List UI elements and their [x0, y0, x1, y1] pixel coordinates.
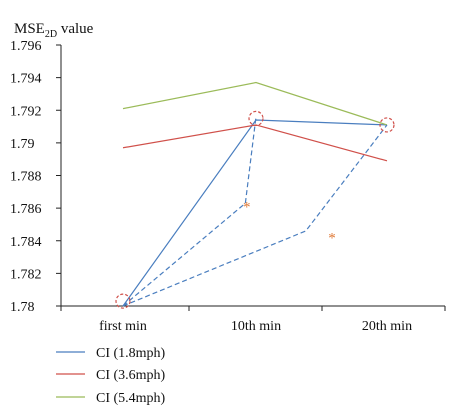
y-tick-label: 1.788 [10, 170, 42, 185]
y-tick-label: 1.792 [10, 104, 42, 119]
x-tick-label: 20th min [362, 319, 412, 334]
axes [60, 45, 445, 307]
significance-link [122, 124, 388, 307]
x-ticks: first min 10th min 20th min [60, 306, 446, 334]
series-line [122, 81, 388, 126]
y-tick-label: 1.79 [10, 137, 35, 152]
legend-label: CI (1.8mph) [96, 346, 166, 361]
y-tick-label: 1.786 [10, 202, 42, 217]
y-tick-label: 1.794 [10, 72, 42, 87]
y-ticks: 1.796 1.794 1.792 1.79 1.788 1.786 1.784 1.782 1… [10, 39, 61, 315]
x-tick-label: first min [99, 319, 147, 334]
significance-circle [379, 117, 395, 133]
y-tick-label: 1.796 [10, 39, 42, 54]
significance-circle [248, 110, 264, 127]
y-tick-label: 1.784 [10, 235, 42, 250]
series-line [122, 119, 388, 307]
legend-label: CI (3.6mph) [96, 368, 166, 383]
y-axis-title-suffix: value [57, 21, 94, 37]
significance-asterisk: * [243, 199, 251, 215]
legend: CI (1.8mph) CI (3.6mph) CI (5.4mph) [56, 346, 166, 406]
significance-marks: ** [115, 110, 395, 309]
series-line [122, 124, 388, 162]
significance-asterisk: * [328, 230, 336, 246]
y-axis-title-main: MSE [14, 21, 45, 37]
x-tick-label: 10th min [231, 319, 281, 334]
y-axis-title-subscript: 2D [45, 29, 57, 40]
y-tick-label: 1.782 [10, 267, 42, 282]
y-axis-title: MSE2D value [14, 21, 94, 40]
significance-link [122, 116, 257, 307]
y-tick-label: 1.78 [10, 300, 35, 315]
legend-label: CI (5.4mph) [96, 391, 166, 406]
significance-circle [115, 293, 131, 309]
